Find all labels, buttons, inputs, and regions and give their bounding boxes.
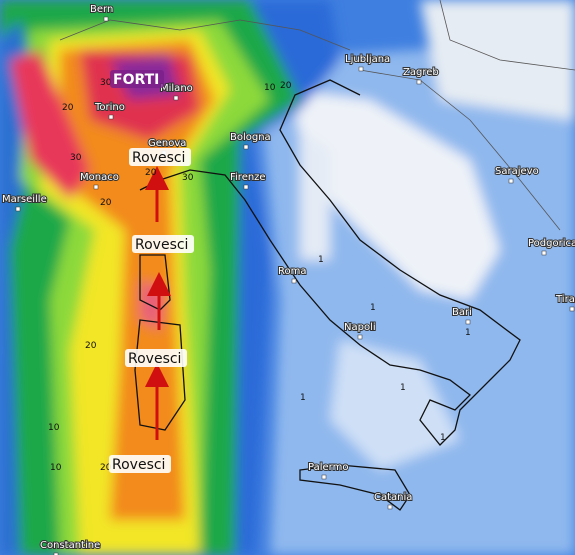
contour-label: 20 xyxy=(145,168,157,178)
borders xyxy=(59,0,575,231)
city-label: Roma xyxy=(278,266,307,277)
city-marker xyxy=(358,66,364,72)
city-marker xyxy=(15,206,21,212)
city-marker xyxy=(387,504,393,510)
city-label: Bologna xyxy=(230,132,271,143)
contour-label: 30 xyxy=(70,153,82,163)
city-label: Catania xyxy=(374,492,412,503)
city-marker xyxy=(508,178,514,184)
label-box xyxy=(132,235,194,253)
contour-label: 1 xyxy=(465,328,471,338)
contour-label: 20 xyxy=(280,81,292,91)
city-label: Sarajevo xyxy=(495,166,539,177)
city-label: Ljubljana xyxy=(345,54,390,65)
city-marker xyxy=(291,278,297,284)
annotation-layer: FORTI Rovesci Rovesci Rovesci Rovesci xyxy=(109,70,194,473)
contour-label: 30 xyxy=(100,78,112,88)
city-layer: Bern Ljubljana Zagreb Torino Milano Genova Bol… xyxy=(1,3,575,555)
city-marker xyxy=(53,552,59,555)
city-label: Genova xyxy=(148,138,186,149)
city-label: Napoli xyxy=(344,322,376,333)
city-label: Bern xyxy=(90,4,113,15)
city-marker xyxy=(357,334,363,340)
city-marker xyxy=(173,95,179,101)
contour-label: 20 xyxy=(62,103,74,113)
city-label: Marseille xyxy=(2,194,47,205)
contour-label: 10 xyxy=(264,83,276,93)
contour-label: 20 xyxy=(100,463,112,473)
rovesci-label: Rovesci xyxy=(135,237,188,253)
rovesci-label: Rovesci xyxy=(132,150,185,166)
label-box xyxy=(109,455,171,473)
contour-label: 10 xyxy=(48,423,60,433)
forti-label: FORTI xyxy=(113,72,159,88)
city-marker xyxy=(321,474,327,480)
city-marker xyxy=(243,144,249,150)
contour-label: 1 xyxy=(370,303,376,313)
contour-label: 30 xyxy=(182,173,194,183)
contour-layer: 20 30 20 10 20 30 20 30 20 10 20 10 1 1 1 1 1 1 xyxy=(48,78,471,473)
city-label: Bari xyxy=(452,307,472,318)
rovesci-label: Rovesci xyxy=(112,457,165,473)
city-label: Zagreb xyxy=(403,67,439,78)
arrows xyxy=(145,166,171,440)
city-marker xyxy=(569,306,575,312)
city-marker xyxy=(103,16,109,22)
contour-label: 1 xyxy=(300,393,306,403)
city-label: Milano xyxy=(160,83,193,94)
city-marker xyxy=(108,114,114,120)
city-label: Firenze xyxy=(230,172,266,183)
city-marker xyxy=(416,79,422,85)
city-label: Palermo xyxy=(308,462,348,473)
label-box xyxy=(125,349,187,367)
contour-label: 1 xyxy=(400,383,406,393)
city-marker xyxy=(243,184,249,190)
coastlines xyxy=(134,79,521,511)
contour-label: 20 xyxy=(100,198,112,208)
label-box xyxy=(129,148,191,166)
city-marker xyxy=(93,184,99,190)
contour-label: 1 xyxy=(318,255,324,265)
city-label: Constantine xyxy=(40,540,100,551)
city-label: Podgorica xyxy=(528,238,575,249)
city-label: Tira xyxy=(555,294,575,305)
city-label: Torino xyxy=(94,102,125,113)
city-marker xyxy=(465,319,471,325)
contour-label: 1 xyxy=(440,433,446,443)
contour-label: 10 xyxy=(50,463,62,473)
contour-label: 20 xyxy=(85,341,97,351)
rovesci-label: Rovesci xyxy=(128,351,181,367)
city-marker xyxy=(541,250,547,256)
forti-box xyxy=(110,70,164,88)
city-label: Monaco xyxy=(80,172,119,183)
